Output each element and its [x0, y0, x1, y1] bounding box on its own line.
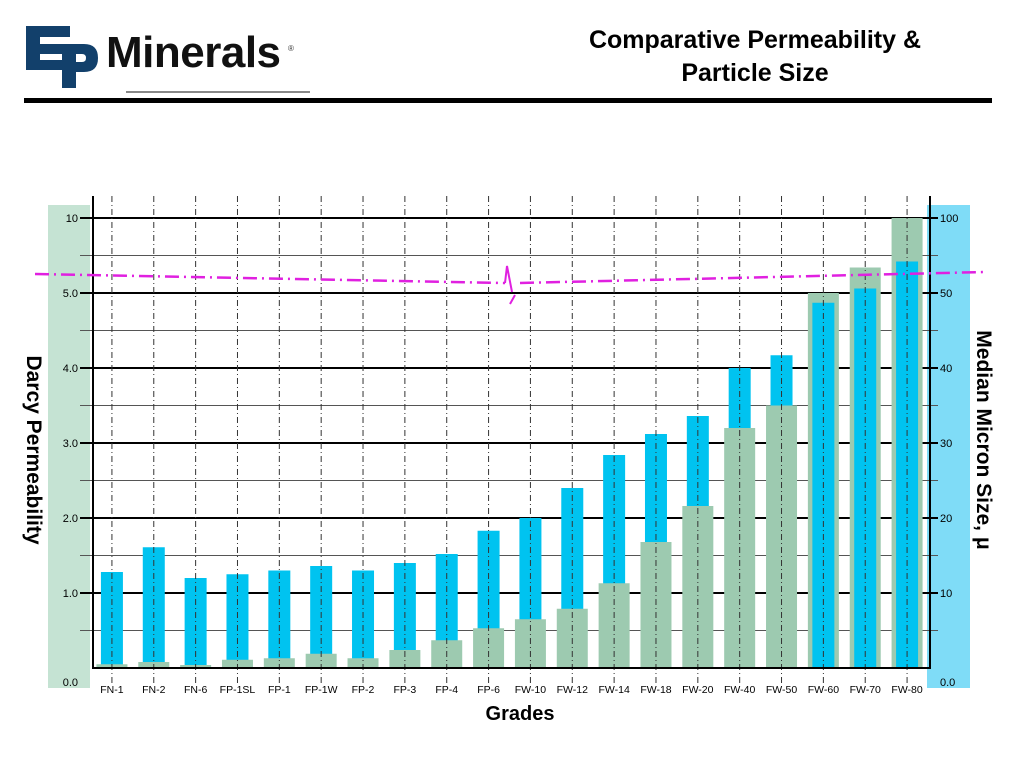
y-tick-label-left: 0.0: [63, 677, 78, 689]
logo-text: Minerals: [106, 28, 281, 77]
bar-micron-fn-1: [100, 572, 123, 668]
bar-permeability-fp-3: [389, 650, 421, 668]
bar-permeability-fp-1sl: [221, 659, 253, 668]
bar-micron-fp-4: [435, 554, 458, 668]
y-axis-label-left: Darcy Permeability: [22, 355, 45, 545]
scale-break-line-left: [34, 272, 506, 285]
x-tick-label: FW-12: [557, 684, 588, 696]
x-tick-label: FW-60: [808, 684, 839, 696]
y-tick-label-right: 30: [940, 438, 952, 450]
y-axis-label-right: Median Micron Size, μ: [972, 330, 995, 550]
bar-micron-fn-6: [184, 578, 207, 668]
header-divider: [24, 98, 992, 103]
y-tick-label-right: 100: [940, 213, 958, 225]
y-tick-label-right: 10: [940, 588, 952, 600]
x-tick-label: FW-10: [515, 684, 546, 696]
y-tick-label-left: 5.0: [63, 288, 78, 300]
bar-micron-fw-80: [896, 261, 919, 668]
x-tick-label: FN-1: [100, 684, 123, 696]
y-tick-label-right: 0.0: [940, 677, 955, 689]
bar-micron-fn-2: [142, 547, 165, 668]
x-tick-label: FW-20: [682, 684, 713, 696]
y-tick-label-left: 3.0: [63, 438, 78, 450]
page-title: Comparative Permeability & Particle Size: [540, 24, 970, 90]
x-tick-label: FN-6: [184, 684, 207, 696]
x-tick-label: FP-1: [268, 684, 291, 696]
registered-mark: ®: [288, 44, 294, 53]
y-tick-label-right: 40: [940, 363, 952, 375]
x-tick-label: FP-4: [435, 684, 458, 696]
x-tick-label: FW-80: [891, 684, 922, 696]
bar-micron-fp-2: [352, 570, 375, 668]
bar-permeability-fp-1: [263, 658, 295, 668]
x-tick-label: FW-18: [640, 684, 671, 696]
bar-permeability-fp-2: [347, 658, 379, 668]
x-tick-label: FP-6: [477, 684, 500, 696]
left-axis-band: [48, 205, 90, 688]
y-tick-label-right: 20: [940, 513, 952, 525]
x-tick-label: FP-2: [352, 684, 375, 696]
y-tick-label-left: 4.0: [63, 363, 78, 375]
y-tick-label-left: 1.0: [63, 588, 78, 600]
company-logo: Minerals ®: [22, 22, 310, 93]
logo-underline: [126, 91, 310, 93]
y-tick-label-left: 2.0: [63, 513, 78, 525]
right-axis-band: [927, 205, 970, 688]
x-axis-label: Grades: [485, 703, 555, 725]
scale-break-marker-icon: [504, 265, 516, 305]
x-tick-label: FW-14: [598, 684, 629, 696]
x-tick-label: FP-3: [393, 684, 416, 696]
x-tick-label: FW-70: [850, 684, 881, 696]
ep-logo-mark-icon: [26, 26, 98, 88]
bar-micron-fp-1: [268, 570, 291, 668]
x-tick-label: FW-40: [724, 684, 755, 696]
y-tick-label-left: 10: [66, 213, 78, 225]
x-tick-label: FP-1W: [305, 684, 338, 696]
title-line-1: Comparative Permeability &: [588, 26, 922, 54]
y-tick-label-right: 50: [940, 288, 952, 300]
x-tick-label: FW-50: [766, 684, 797, 696]
x-tick-label: FP-1SL: [220, 684, 256, 696]
title-line-2: Particle Size: [681, 59, 829, 87]
x-tick-label: FN-2: [142, 684, 165, 696]
